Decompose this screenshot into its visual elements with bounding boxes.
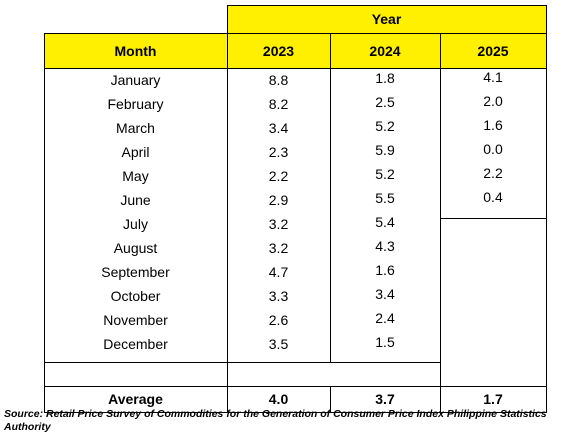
- value-cell: 2.4: [375, 310, 395, 326]
- value-cell: 2.0: [483, 93, 503, 109]
- value-cell: 1.8: [375, 70, 395, 86]
- value-cell: 2.3: [268, 144, 289, 160]
- value-cell: 0.0: [483, 141, 503, 157]
- month-cell: February: [107, 96, 164, 112]
- value-cell: 4.1: [483, 69, 503, 85]
- month-cell: March: [116, 120, 155, 136]
- column-header: 2025: [477, 42, 509, 59]
- month-cell: June: [120, 192, 151, 208]
- average-value: 4.0: [268, 391, 289, 407]
- value-cell: 3.4: [268, 120, 289, 136]
- border: [330, 33, 331, 363]
- value-cell: 2.2: [268, 168, 289, 184]
- month-cell: April: [121, 144, 150, 160]
- column-header: 2023: [262, 42, 295, 59]
- month-cell: August: [113, 240, 158, 256]
- value-cell: 3.2: [268, 216, 289, 232]
- value-cell: 1.6: [375, 262, 395, 278]
- value-cell: 5.5: [375, 190, 395, 206]
- value-cell: 3.2: [268, 240, 289, 256]
- value-cell: 5.2: [375, 166, 395, 182]
- border: [227, 5, 228, 413]
- value-cell: 3.4: [375, 286, 395, 302]
- value-cell: 0.4: [483, 189, 503, 205]
- border: [440, 33, 441, 413]
- border: [44, 33, 547, 34]
- border: [44, 362, 441, 363]
- month-cell: July: [123, 216, 148, 232]
- value-cell: 8.8: [268, 72, 289, 88]
- value-cell: 5.2: [375, 118, 395, 134]
- border: [330, 386, 331, 413]
- value-cell: 2.5: [375, 94, 395, 110]
- value-cell: 3.3: [268, 288, 289, 304]
- month-cell: October: [110, 288, 161, 304]
- value-cell: 2.6: [268, 312, 289, 328]
- border: [44, 33, 45, 413]
- month-cell: November: [103, 312, 168, 328]
- border: [440, 218, 547, 219]
- column-header: Month: [114, 42, 157, 59]
- value-cell: 1.6: [483, 117, 503, 133]
- value-cell: 3.5: [268, 336, 289, 352]
- border: [44, 68, 547, 69]
- value-cell: 1.5: [375, 334, 395, 350]
- value-cell: 5.9: [375, 142, 395, 158]
- month-cell: May: [122, 168, 149, 184]
- value-cell: 2.2: [483, 165, 503, 181]
- border: [44, 386, 547, 387]
- month-cell: September: [101, 264, 170, 280]
- month-cell: December: [103, 336, 168, 352]
- source-note: Source: Retail Price Survey of Commoditi…: [4, 408, 547, 433]
- border: [44, 412, 547, 413]
- column-header: 2024: [369, 42, 401, 59]
- group-header: Year: [371, 11, 402, 27]
- border: [546, 5, 547, 413]
- average-value: 3.7: [375, 391, 395, 407]
- header-bg: [227, 5, 546, 33]
- average-label: Average: [108, 391, 163, 407]
- value-cell: 8.2: [268, 96, 289, 112]
- month-cell: January: [110, 72, 161, 88]
- average-value: 1.7: [483, 391, 503, 407]
- header-bg: [44, 33, 546, 68]
- border: [227, 5, 547, 6]
- value-cell: 5.4: [375, 214, 395, 230]
- value-cell: 4.7: [268, 264, 289, 280]
- value-cell: 2.9: [268, 192, 289, 208]
- value-cell: 4.3: [375, 238, 395, 254]
